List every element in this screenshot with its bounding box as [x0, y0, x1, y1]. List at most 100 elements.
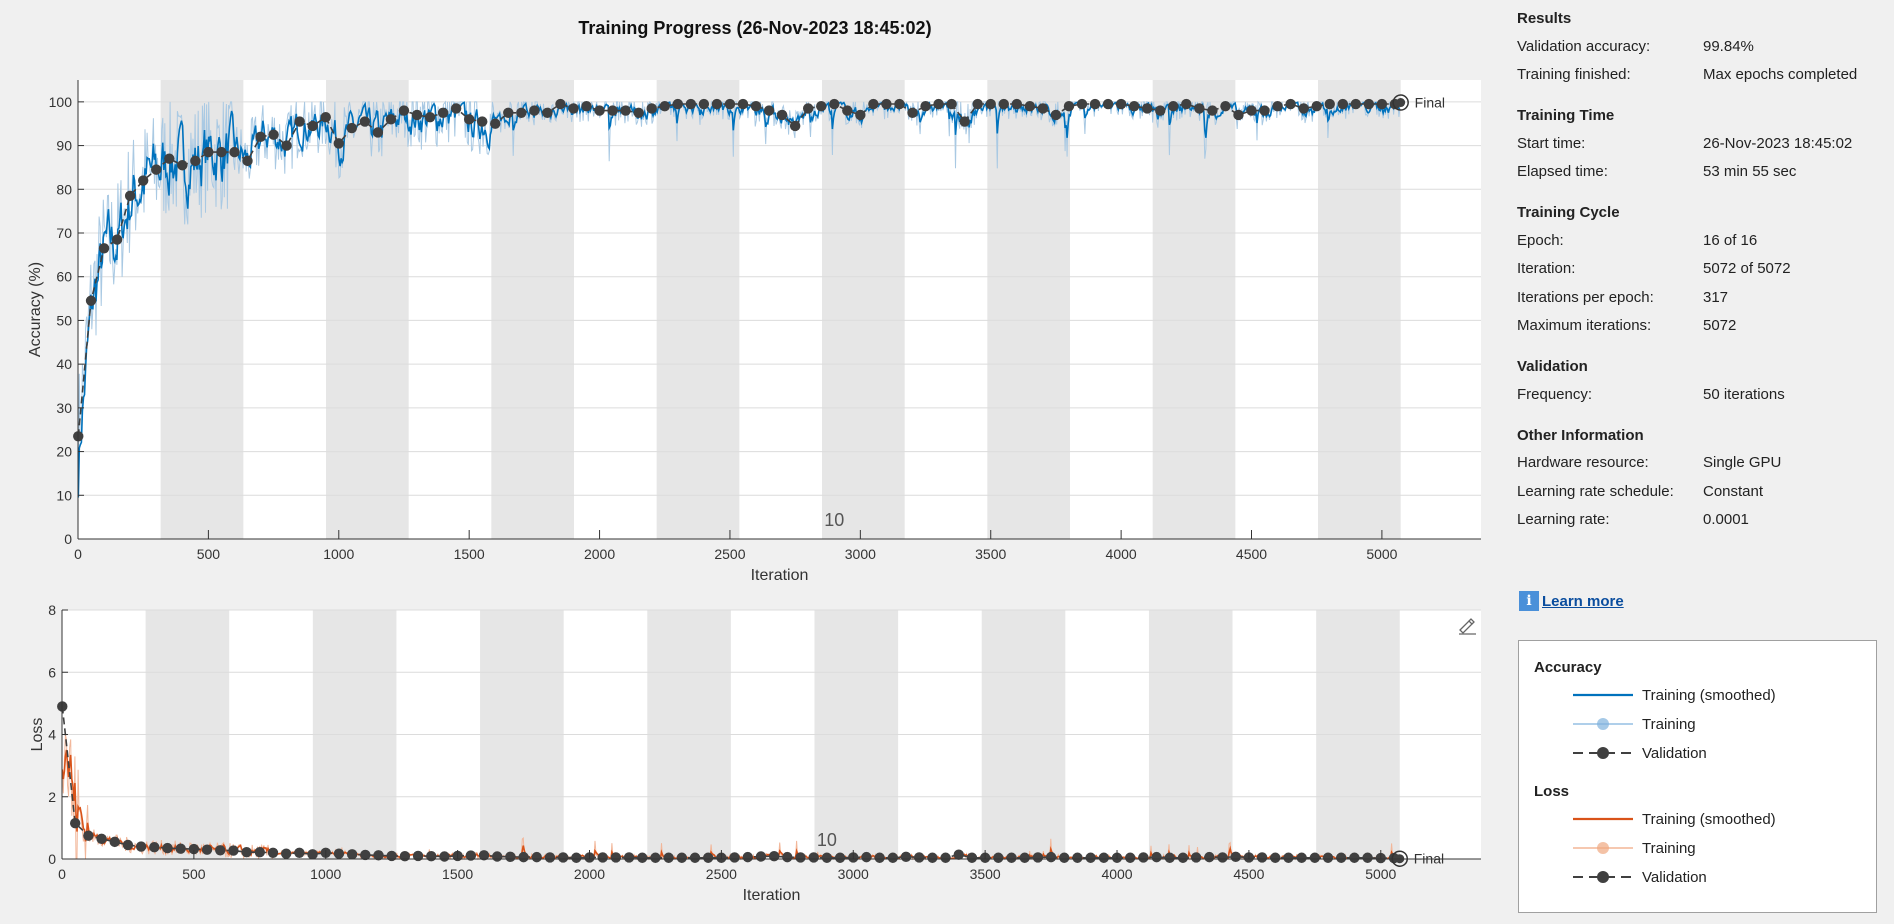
validation-point — [1059, 852, 1070, 863]
section-title: Validation — [1517, 358, 1588, 375]
validation-point — [531, 851, 542, 863]
y-tick: 100 — [49, 94, 84, 110]
epoch-label: 10 — [817, 830, 837, 850]
info-panel: Results Validation accuracy: 99.84% Trainin… — [1517, 10, 1887, 534]
validation-point — [149, 841, 160, 853]
x-tick: 4500 — [1233, 850, 1265, 882]
validation-point — [829, 98, 840, 110]
validation-point — [1336, 852, 1347, 863]
info-key: Learning rate: — [1517, 511, 1610, 529]
x-tick: 5000 — [1365, 850, 1397, 882]
x-axis-label: Iteration — [743, 887, 801, 904]
validation-point — [998, 98, 1009, 110]
validation-point — [1220, 101, 1231, 112]
validation-point — [959, 116, 970, 127]
y-tick-label: 4 — [48, 727, 56, 743]
validation-point — [135, 841, 147, 852]
validation-point — [946, 98, 957, 110]
validation-point — [966, 852, 978, 863]
x-tick: 0 — [74, 530, 82, 562]
validation-point — [1024, 101, 1036, 112]
validation-point — [555, 98, 566, 110]
info-row: Frequency: 50 iterations — [1517, 380, 1887, 409]
x-tick: 0 — [58, 850, 66, 882]
legend-label: Training — [1642, 715, 1696, 733]
validation-point — [659, 101, 670, 112]
validation-point — [255, 131, 266, 143]
validation-point — [1217, 852, 1228, 863]
validation-point — [465, 850, 477, 861]
validation-point — [742, 851, 753, 863]
legend-label: Validation — [1642, 744, 1707, 762]
x-tick-label: 4500 — [1233, 866, 1264, 882]
validation-point — [1256, 852, 1268, 863]
info-value: 50 iterations — [1703, 385, 1785, 403]
validation-point — [1337, 98, 1348, 110]
validation-point — [571, 852, 582, 863]
legend-label: Validation — [1642, 868, 1707, 886]
validation-point — [412, 850, 424, 862]
validation-point — [1142, 103, 1153, 114]
validation-point — [280, 848, 292, 859]
validation-point — [1350, 98, 1362, 110]
x-tick: 4500 — [1236, 530, 1267, 562]
validation-point — [1138, 852, 1149, 863]
validation-point — [581, 101, 592, 112]
validation-point — [1324, 98, 1335, 110]
y-tick-label: 20 — [56, 444, 72, 460]
info-key: Epoch: — [1517, 231, 1564, 249]
validation-point — [1168, 101, 1179, 112]
validation-point — [164, 153, 175, 164]
validation-point — [411, 109, 423, 121]
info-key: Start time: — [1517, 134, 1586, 152]
validation-point — [1181, 98, 1192, 110]
validation-point — [281, 140, 292, 151]
validation-point — [1207, 105, 1218, 116]
legend-swatch — [1573, 871, 1633, 883]
validation-point — [1115, 98, 1127, 110]
validation-point — [386, 850, 397, 862]
x-tick-label: 4500 — [1236, 546, 1267, 562]
x-tick: 3000 — [845, 530, 876, 562]
epoch-band — [1152, 80, 1236, 539]
y-tick-label: 0 — [48, 851, 56, 867]
validation-point — [1006, 852, 1017, 863]
validation-point — [437, 107, 449, 118]
x-tick: 1500 — [442, 850, 473, 882]
validation-point — [307, 120, 318, 132]
x-tick-label: 2000 — [574, 866, 605, 882]
validation-point — [729, 852, 740, 863]
validation-point — [346, 122, 358, 134]
y-tick-label: 0 — [64, 531, 72, 547]
validation-point — [373, 850, 384, 861]
validation-point — [676, 852, 688, 863]
validation-point — [1050, 109, 1062, 121]
y-tick: 90 — [56, 138, 84, 154]
validation-point — [1194, 103, 1205, 114]
validation-point — [1128, 101, 1140, 112]
legend-swatch — [1573, 842, 1633, 854]
x-tick-label: 0 — [58, 866, 66, 882]
x-tick: 2500 — [714, 530, 746, 562]
x-tick: 3500 — [970, 850, 1001, 882]
validation-point — [1283, 852, 1294, 863]
y-tick-label: 90 — [56, 138, 72, 154]
validation-point — [568, 103, 579, 114]
final-label: Final — [1415, 95, 1445, 111]
validation-point — [215, 845, 226, 856]
learn-more-link[interactable]: i Learn more — [1519, 591, 1624, 611]
validation-point — [426, 850, 437, 862]
info-value: 26-Nov-2023 18:45:02 — [1703, 134, 1853, 152]
edit-axes-icon[interactable] — [1456, 614, 1478, 636]
validation-point — [1190, 852, 1202, 863]
y-tick-label: 40 — [56, 356, 72, 372]
validation-point — [750, 101, 762, 112]
validation-point — [109, 836, 120, 848]
validation-point — [1102, 98, 1114, 110]
y-tick: 6 — [48, 664, 68, 680]
validation-point — [83, 830, 94, 841]
validation-point — [776, 109, 788, 121]
y-tick: 0 — [48, 851, 68, 867]
x-tick-label: 1000 — [310, 866, 341, 882]
learn-more-label[interactable]: Learn more — [1542, 592, 1624, 610]
